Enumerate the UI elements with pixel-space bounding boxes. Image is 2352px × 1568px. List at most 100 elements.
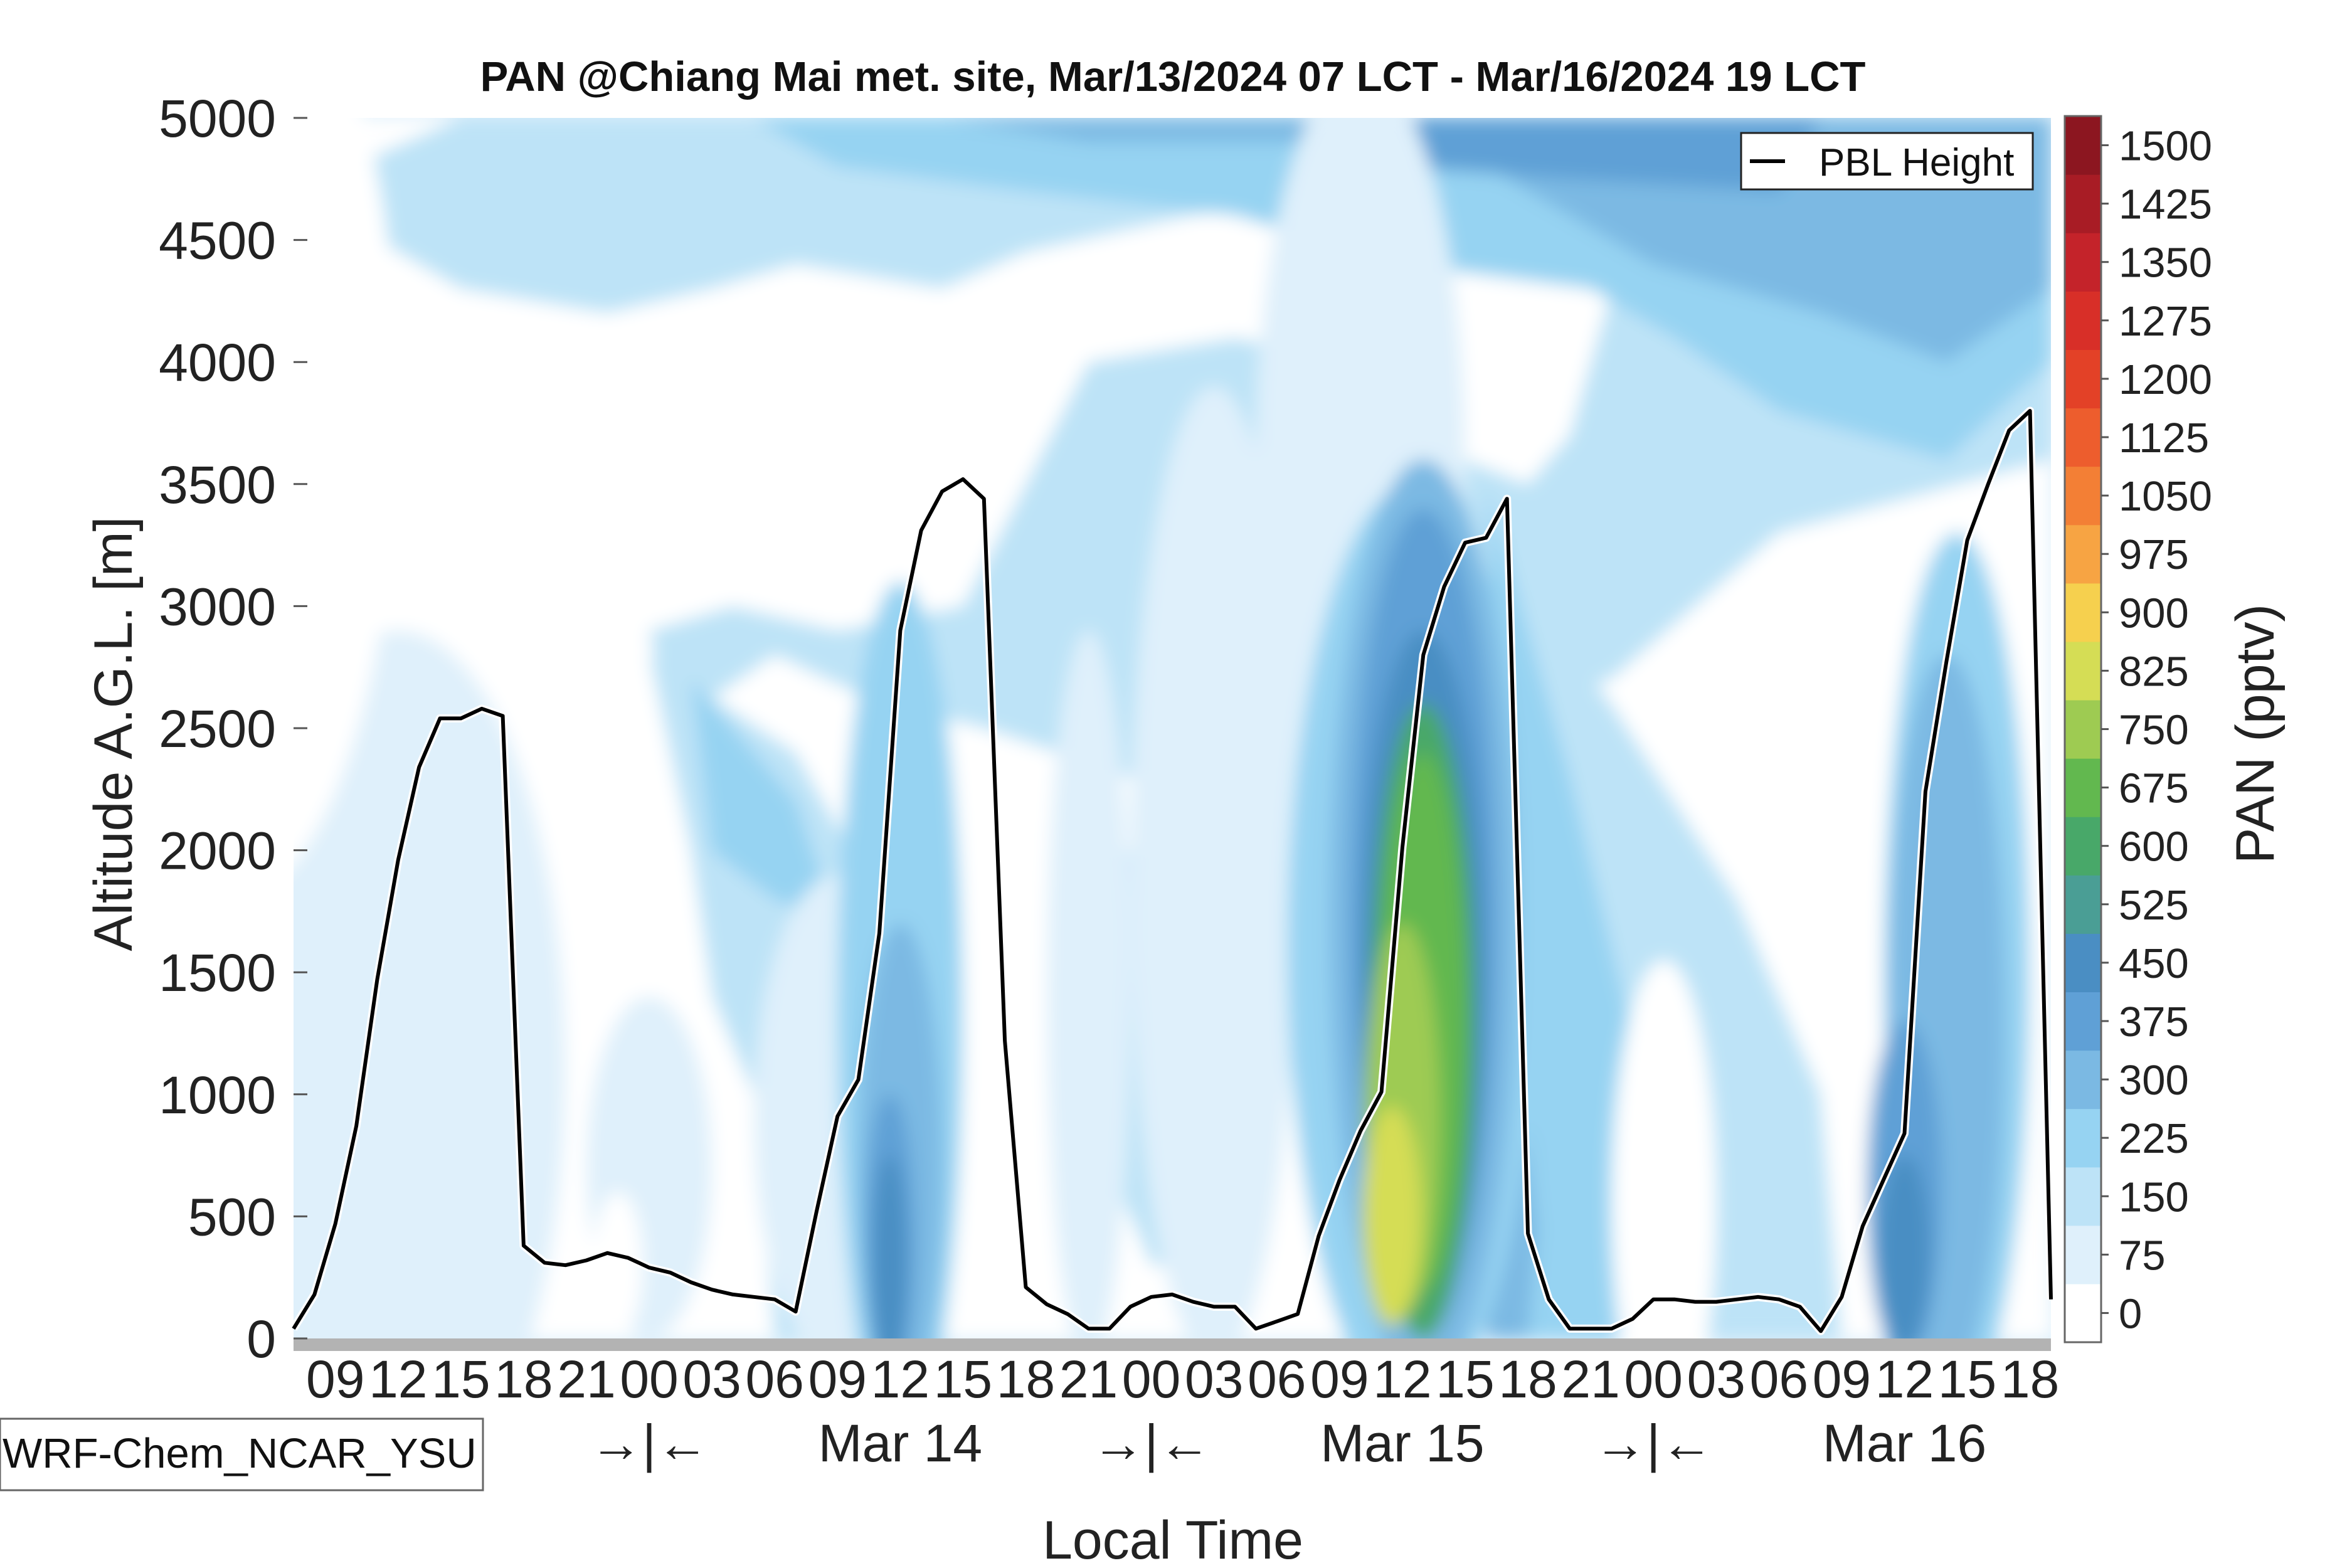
y-tick-label-500: 500	[188, 1187, 276, 1246]
colorbar-tick-label-15: 1125	[2119, 415, 2209, 462]
x-tick-label-h54: 06	[1248, 1350, 1306, 1409]
y-axis-label: Altitude A.G.L. [m]	[83, 516, 144, 951]
x-tick-label-h48: 00	[1122, 1350, 1180, 1409]
x-tick-label-h21: 21	[557, 1350, 615, 1409]
y-tick-label-2500: 2500	[159, 699, 276, 758]
x-axis: 09 12 15 18 21 00 03 06 09 12 15 18 21 00 03 06 09 12 15 18…	[306, 1350, 2059, 1473]
midnight-marker-h72: →|←	[1594, 1414, 1713, 1473]
x-tick-label-h66: 18	[1498, 1350, 1557, 1409]
colorbar-tick-label-2: 150	[2119, 1173, 2189, 1221]
x-tick-label-h81: 09	[1813, 1350, 1871, 1409]
field-patch-21	[1362, 1106, 1421, 1327]
colorbar-swatch-10	[2065, 699, 2101, 759]
chart-title: PAN @Chiang Mai met. site, Mar/13/2024 0…	[480, 53, 1866, 100]
x-tick-label-h51: 03	[1185, 1350, 1243, 1409]
x-tick-label-h24: 00	[620, 1350, 678, 1409]
colorbar-tick-label-5: 375	[2119, 999, 2189, 1046]
colorbar-tick-label-1: 75	[2119, 1232, 2166, 1279]
colorbar-tick-label-19: 1425	[2119, 181, 2212, 228]
legend-box	[1740, 132, 2034, 191]
field-region-11	[1318, 118, 1821, 191]
colorbar-swatch-12	[2065, 583, 2101, 642]
colorbar-swatch-17	[2065, 291, 2101, 350]
field-patch-13	[873, 1155, 907, 1338]
y-tick-label-5000: 5000	[159, 89, 276, 148]
colorbar-swatch-6	[2065, 933, 2101, 993]
colorbar-tick-label-13: 975	[2119, 531, 2189, 578]
y-tick-label-3000: 3000	[159, 577, 276, 636]
field-patch-4	[1130, 386, 1298, 1338]
colorbar-tick-label-0: 0	[2119, 1290, 2142, 1337]
colorbar-tick-label-8: 600	[2119, 824, 2189, 871]
field-patch-0	[294, 630, 566, 1338]
field-patch-9	[1528, 850, 1591, 1290]
midnight-marker-h24: →|←	[590, 1414, 709, 1473]
y-tick-label-0: 0	[246, 1310, 276, 1369]
legend-label-pbl: PBL Height	[1819, 141, 2014, 184]
ground-strip	[294, 1338, 2051, 1351]
date-label-h60: Mar 15	[1320, 1414, 1484, 1473]
colorbar-swatch-1	[2065, 1225, 2101, 1285]
colorbar-swatch-4	[2065, 1050, 2101, 1110]
colorbar-swatch-13	[2065, 524, 2101, 584]
y-tick-label-3500: 3500	[159, 455, 276, 514]
field-patch-8	[294, 118, 398, 864]
field-patch-7	[1611, 960, 1717, 1338]
field-patch-3	[1046, 630, 1131, 1338]
colorbar-swatch-7	[2065, 875, 2101, 934]
midnight-marker-h48: →|←	[1092, 1414, 1211, 1473]
concentration-field	[294, 118, 2051, 1338]
colorbar-swatch-2	[2065, 1167, 2101, 1226]
colorbar-swatch-11	[2065, 641, 2101, 701]
x-tick-label-h60: 12	[1373, 1350, 1431, 1409]
x-tick-label-h42: 18	[997, 1350, 1055, 1409]
colorbar-tick-label-20: 1500	[2119, 123, 2212, 170]
colorbar-tick-label-14: 1050	[2119, 473, 2212, 520]
colorbar-swatch-8	[2065, 817, 2101, 876]
colorbar-tick-label-3: 225	[2119, 1115, 2189, 1162]
x-tick-label-h45: 21	[1059, 1350, 1118, 1409]
field-region-6	[691, 679, 838, 924]
x-tick-label-h84: 12	[1875, 1350, 1934, 1409]
colorbar-swatch-16	[2065, 349, 2101, 409]
colorbar-tick-label-12: 900	[2119, 590, 2189, 637]
colorbar-tick-label-11: 825	[2119, 648, 2189, 695]
x-tick-label-h75: 03	[1687, 1350, 1745, 1409]
colorbar-swatch-15	[2065, 408, 2101, 467]
x-tick-label-h78: 06	[1750, 1350, 1808, 1409]
colorbar-swatch-19	[2065, 174, 2101, 233]
date-label-h84: Mar 16	[1823, 1414, 1986, 1473]
pbl-height-line-0	[292, 409, 2053, 1333]
x-tick-label-h30: 06	[745, 1350, 803, 1409]
legend: PBL Height	[1740, 132, 2034, 191]
colorbar-tick-label-18: 1350	[2119, 240, 2212, 287]
x-tick-label-h15: 15	[432, 1350, 490, 1409]
colorbar-swatch-0	[2065, 1283, 2101, 1343]
y-tick-label-1500: 1500	[159, 943, 276, 1002]
y-tick-label-2000: 2000	[159, 822, 276, 881]
x-tick-label-h12: 12	[369, 1350, 427, 1409]
colorbar-tick-label-17: 1275	[2119, 298, 2212, 345]
colorbar-swatch-5	[2065, 992, 2101, 1051]
x-tick-label-h9: 09	[306, 1350, 364, 1409]
model-annotation-text: WRF-Chem_NCAR_YSU	[3, 1430, 477, 1477]
colorbar-swatch-3	[2065, 1108, 2101, 1168]
x-tick-label-h39: 15	[934, 1350, 992, 1409]
pbl-layer	[290, 406, 2055, 1335]
colorbar-tick-label-16: 1200	[2119, 356, 2212, 403]
colorbar: 0 75 150 225 300 375 450 525 600 675 750 825 900 975 1…	[2063, 115, 2212, 1343]
x-tick-label-h36: 12	[871, 1350, 930, 1409]
x-tick-label-h87: 15	[1938, 1350, 1996, 1409]
colorbar-tick-label-4: 300	[2119, 1057, 2189, 1104]
model-annotation: WRF-Chem_NCAR_YSU	[0, 1417, 484, 1491]
colorbar-tick-label-9: 675	[2119, 765, 2189, 812]
x-axis-label: Local Time	[1042, 1510, 1303, 1568]
colorbar-swatch-20	[2065, 116, 2101, 175]
plot-area	[290, 118, 2055, 1351]
y-tick-label-4500: 4500	[159, 211, 276, 270]
colorbar-swatch-18	[2065, 233, 2101, 292]
x-tick-label-h72: 00	[1624, 1350, 1682, 1409]
y-axis: 0 500 1000 1500 2000 2500 3000 3500 4000 4500 5000	[159, 89, 307, 1369]
field-patch-6	[593, 1192, 644, 1338]
